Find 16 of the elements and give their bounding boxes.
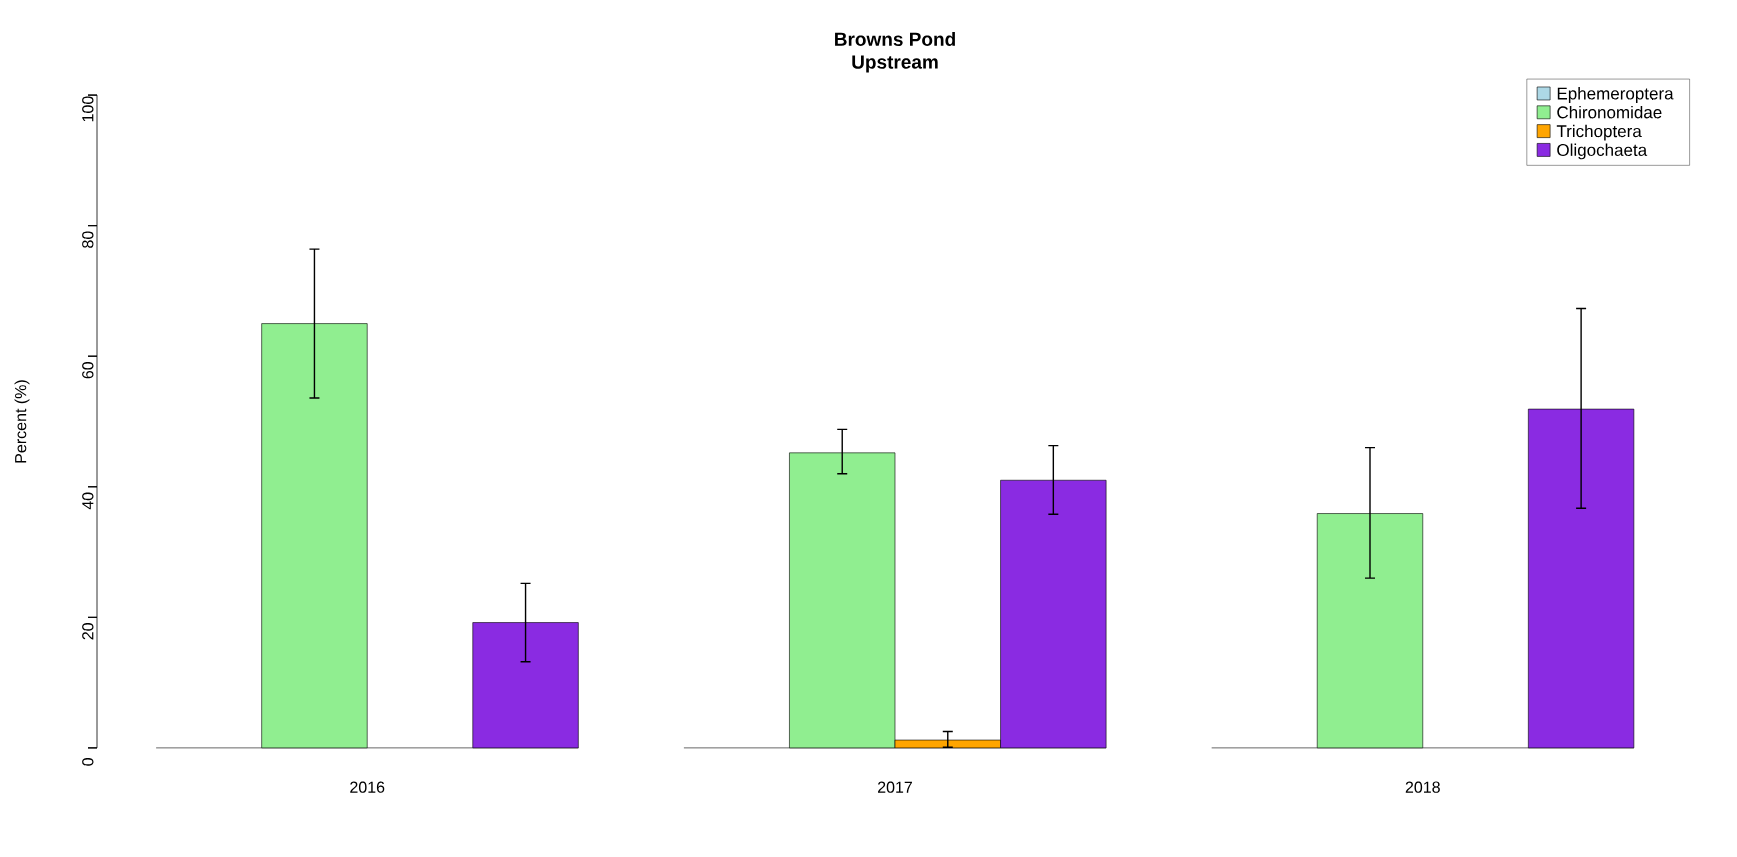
y-tick-label: 40: [82, 492, 94, 510]
legend-label: Ephemeroptera: [1557, 87, 1674, 103]
y-tick-label: 60: [82, 361, 94, 379]
chart-title: Browns Pond: [835, 32, 955, 46]
x-tick-label: 2016: [350, 781, 385, 793]
x-tick-label: 2017: [878, 781, 912, 793]
y-axis-title: Percent (%): [14, 380, 30, 463]
y-tick-label: 80: [82, 231, 94, 248]
legend-label: Chironomidae: [1557, 105, 1662, 119]
y-tick-label: 20: [82, 623, 94, 640]
y-tick-label: 100: [82, 96, 94, 122]
chart-subtitle: Upstream: [852, 55, 938, 73]
x-tick-label: 2018: [1405, 781, 1440, 793]
legend-label: Trichoptera: [1556, 124, 1642, 141]
legend-label: Oligochaeta: [1557, 143, 1648, 160]
y-tick-label: 0: [82, 758, 94, 766]
